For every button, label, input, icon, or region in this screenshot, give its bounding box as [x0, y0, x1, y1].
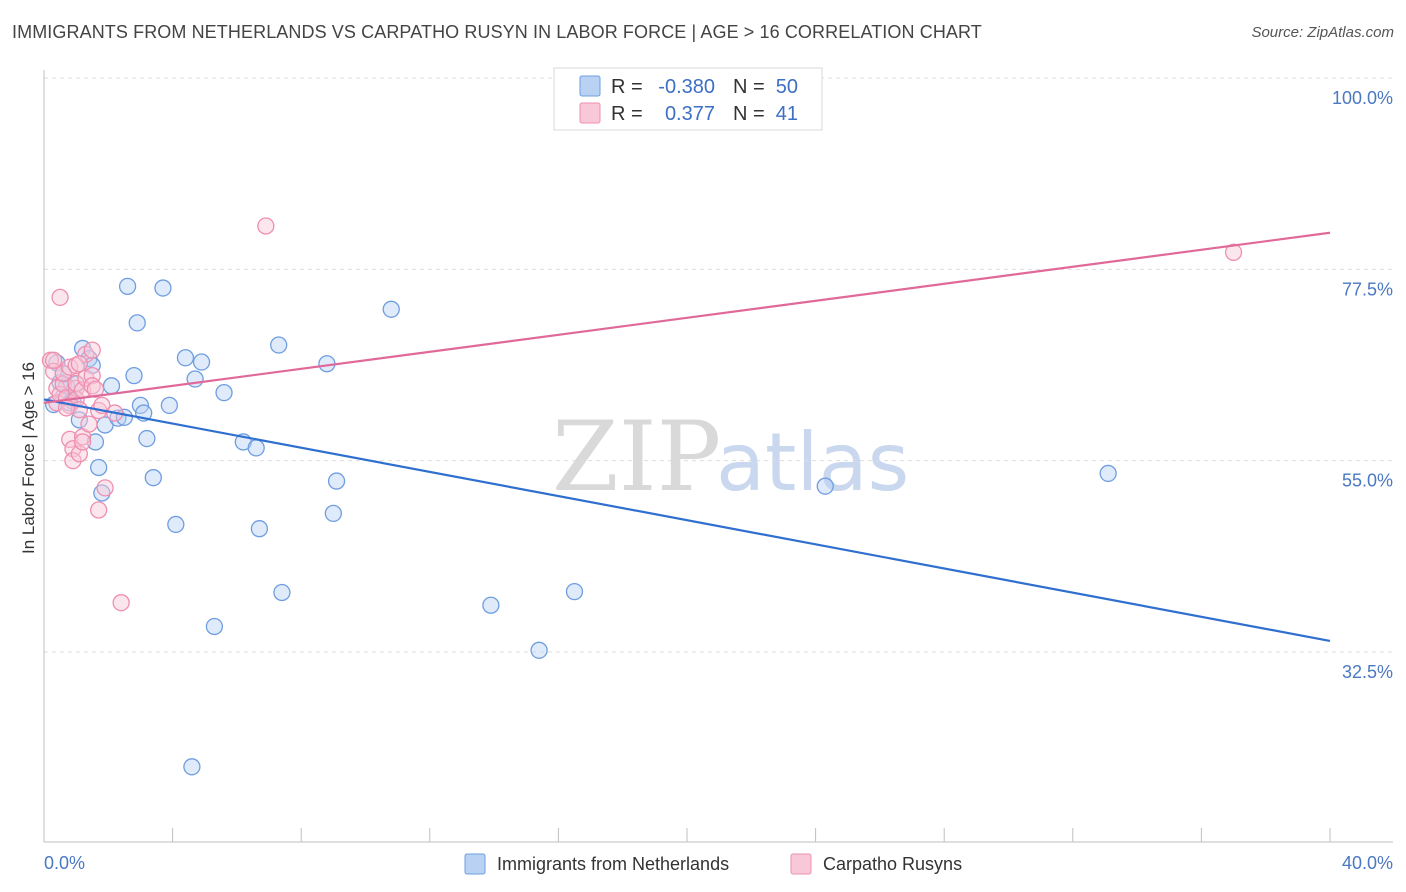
point-carpatho — [80, 415, 98, 433]
point-netherlands — [167, 515, 185, 534]
legend-n-label-1: N = — [733, 76, 765, 98]
series-legend-label-carpatho: Carpatho Rusyns — [823, 854, 962, 874]
point-netherlands — [138, 429, 156, 448]
y-tick-label: 32.5% — [1342, 662, 1393, 682]
point-carpatho — [257, 217, 275, 235]
point-netherlands — [205, 617, 224, 636]
point-netherlands — [327, 472, 346, 490]
point-netherlands — [160, 396, 179, 415]
point-carpatho — [54, 364, 72, 382]
chart-title: IMMIGRANTS FROM NETHERLANDS VS CARPATHO … — [12, 22, 982, 42]
source-label: Source: ZipAtlas.com — [1251, 24, 1394, 41]
legend-swatch-netherlands — [579, 75, 601, 97]
series-legend-swatch-carpatho — [790, 853, 812, 875]
point-netherlands — [90, 458, 108, 477]
point-netherlands — [215, 383, 233, 402]
correlation-legend: R = -0.380 N = 50 R = 0.377 N = 41 — [553, 67, 823, 131]
x-tick-label-max: 40.0% — [1342, 853, 1393, 873]
point-carpatho — [73, 433, 92, 451]
point-carpatho — [70, 355, 89, 373]
point-netherlands — [93, 484, 111, 502]
trend-line-netherlands — [43, 398, 1331, 643]
point-carpatho — [1224, 243, 1243, 261]
legend-r-label-1: R = — [611, 76, 643, 98]
point-carpatho — [86, 380, 105, 398]
point-carpatho — [96, 479, 114, 497]
point-netherlands — [324, 504, 343, 523]
point-netherlands — [183, 758, 201, 776]
point-netherlands — [128, 314, 146, 332]
y-tick-label: 100.0% — [1332, 88, 1393, 108]
point-netherlands — [565, 582, 584, 601]
point-carpatho — [61, 358, 79, 376]
y-tick-label: 77.5% — [1342, 279, 1393, 299]
point-netherlands — [192, 353, 211, 371]
point-netherlands — [125, 366, 143, 385]
series-legend-label-netherlands: Immigrants from Netherlands — [497, 854, 729, 874]
point-netherlands — [482, 596, 500, 614]
axes — [43, 70, 1393, 843]
point-netherlands — [530, 641, 548, 659]
point-netherlands — [144, 469, 162, 487]
point-carpatho — [112, 594, 130, 612]
point-carpatho — [90, 501, 108, 519]
point-netherlands — [382, 300, 400, 318]
point-netherlands — [1099, 464, 1117, 483]
x-tick-label-min: 0.0% — [44, 853, 85, 873]
y-axis-title: In Labor Force | Age > 16 — [19, 362, 38, 554]
point-carpatho — [51, 288, 69, 307]
legend-r-value-2: 0.377 — [665, 103, 715, 125]
point-netherlands — [86, 433, 105, 451]
point-netherlands — [154, 279, 172, 297]
legend-r-value-1: -0.380 — [658, 76, 715, 98]
legend-swatch-carpatho — [579, 102, 601, 124]
trend-line-carpatho — [43, 231, 1331, 404]
y-tick-label: 55.0% — [1342, 471, 1393, 491]
point-netherlands — [270, 336, 288, 354]
point-netherlands — [273, 583, 291, 602]
point-netherlands — [250, 520, 269, 538]
series-legend-swatch-netherlands — [464, 853, 486, 875]
y-tick-labels: 100.0% 77.5% 55.0% 32.5% — [1332, 88, 1393, 682]
legend-n-value-2: 41 — [776, 103, 798, 125]
legend-r-label-2: R = — [611, 103, 643, 125]
trend-lines — [43, 231, 1331, 643]
gridlines — [44, 77, 1393, 653]
point-netherlands — [176, 349, 195, 367]
series-legend: Immigrants from Netherlands Carpatho Rus… — [464, 853, 962, 875]
legend-n-label-2: N = — [733, 103, 765, 125]
data-points — [41, 217, 1243, 776]
point-netherlands — [118, 277, 137, 295]
point-carpatho — [83, 341, 101, 359]
point-netherlands — [816, 477, 834, 495]
point-netherlands — [247, 439, 265, 457]
point-netherlands — [102, 377, 121, 395]
point-carpatho — [64, 452, 82, 470]
legend-n-value-1: 50 — [776, 76, 798, 98]
point-carpatho — [61, 430, 79, 449]
point-carpatho — [44, 351, 63, 369]
watermark-atlas: atlas — [716, 416, 909, 509]
watermark-zip: ZIP — [552, 401, 721, 513]
